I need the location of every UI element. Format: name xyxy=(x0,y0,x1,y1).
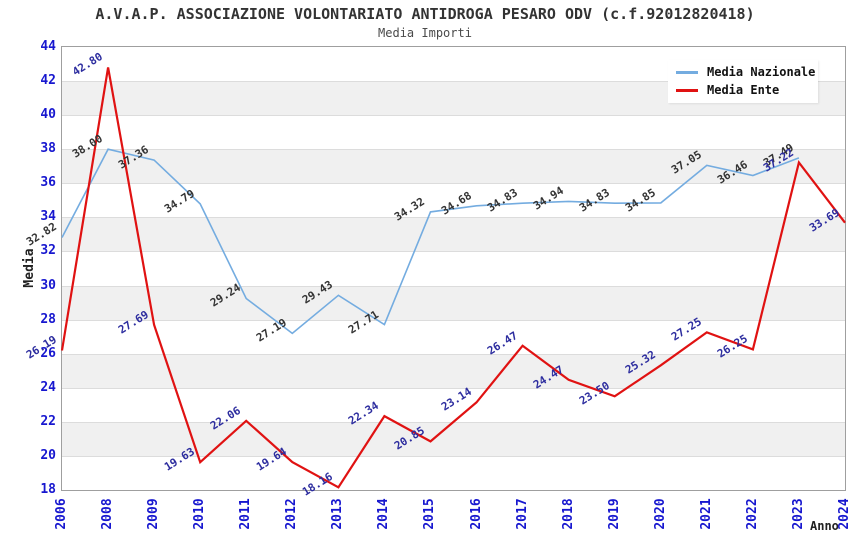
x-tick-label: 2023 xyxy=(790,498,806,530)
x-tick-label: 2021 xyxy=(698,498,714,530)
plot-band xyxy=(62,251,845,286)
x-tick-label: 2020 xyxy=(652,498,668,530)
y-tick-label: 18 xyxy=(40,482,56,497)
plot-band xyxy=(62,285,845,320)
x-tick-label: 2024 xyxy=(837,498,850,530)
gridline xyxy=(62,149,845,151)
x-tick-label: 2013 xyxy=(330,498,346,530)
y-tick-label: 30 xyxy=(40,277,56,293)
legend-swatch-media-ente-icon xyxy=(676,88,698,92)
y-tick-label: 32 xyxy=(40,243,56,259)
x-tick-label: 2019 xyxy=(606,498,622,530)
y-tick-label: 20 xyxy=(40,447,56,463)
legend-label-media-ente: Media Ente xyxy=(707,83,780,97)
x-tick-label: 2009 xyxy=(146,498,162,530)
x-tick-label: 2018 xyxy=(560,498,576,530)
x-tick-label: 2022 xyxy=(744,498,760,530)
x-tick-label: 2014 xyxy=(376,498,392,530)
y-tick-label: 26 xyxy=(40,345,56,361)
gridline xyxy=(62,319,845,321)
gridline xyxy=(62,115,845,117)
x-axis-title: Anno xyxy=(810,519,839,533)
y-tick-label: 42 xyxy=(40,73,56,89)
y-tick-label: 44 xyxy=(40,39,56,54)
y-tick-label: 34 xyxy=(40,209,56,225)
y-tick-label: 40 xyxy=(40,107,56,123)
gridline xyxy=(62,387,845,389)
chart-subtitle: Media Importi xyxy=(378,26,472,40)
plot-area xyxy=(61,46,846,491)
gridline xyxy=(62,217,845,219)
gridline xyxy=(62,421,845,423)
y-tick-label: 24 xyxy=(40,379,56,395)
plot-band xyxy=(62,217,845,252)
plot-band xyxy=(62,353,845,388)
y-tick-label: 38 xyxy=(40,141,56,157)
gridline xyxy=(62,183,845,185)
chart-title: A.V.A.P. ASSOCIAZIONE VOLONTARIATO ANTID… xyxy=(95,5,755,23)
plot-band xyxy=(62,115,845,150)
x-tick-label: 2006 xyxy=(54,498,69,530)
gridline xyxy=(62,285,845,287)
gridline xyxy=(62,251,845,253)
x-tick-label: 2011 xyxy=(238,498,254,530)
legend-item-media-ente: Media Ente xyxy=(668,81,818,99)
x-tick-label: 2008 xyxy=(100,498,116,530)
y-tick-label: 28 xyxy=(40,311,56,327)
legend-label-media-nazionale: Media Nazionale xyxy=(707,65,816,79)
x-tick-label: 2015 xyxy=(422,498,438,530)
y-tick-label: 22 xyxy=(40,413,56,429)
x-tick-label: 2016 xyxy=(468,498,484,530)
x-tick-label: 2017 xyxy=(514,498,530,530)
x-tick-label: 2010 xyxy=(192,498,208,530)
y-tick-label: 36 xyxy=(40,175,56,191)
legend-item-media-nazionale: Media Nazionale xyxy=(668,63,818,81)
legend-swatch-media-nazionale-icon xyxy=(676,70,698,74)
legend: Media Nazionale Media Ente xyxy=(668,60,818,103)
